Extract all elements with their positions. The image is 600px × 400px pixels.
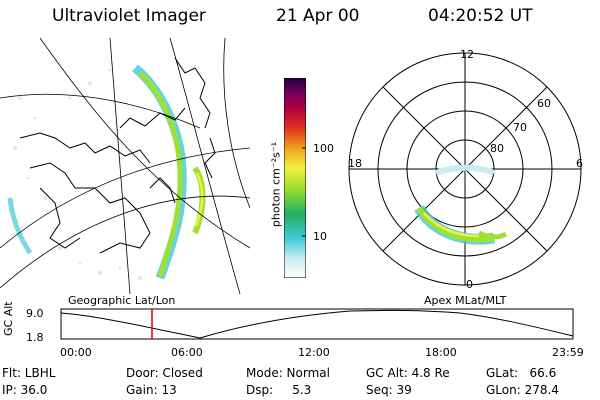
geographic-image-panel xyxy=(0,38,250,294)
orbit-xtick-1800: 18:00 xyxy=(425,346,457,359)
orbit-ytick-1-8: 1.8 xyxy=(26,331,44,344)
mlat-label-70: 70 xyxy=(513,121,527,134)
mlt-label-18: 18 xyxy=(348,157,362,170)
coastlines xyxy=(19,57,216,254)
polar-plot xyxy=(348,52,582,286)
altitude-curve xyxy=(60,309,574,339)
colorbar-unit-label: photon cm⁻²s⁻¹ xyxy=(269,141,283,228)
mlt-label-0: 0 xyxy=(466,278,473,291)
auroral-left-band xyxy=(7,197,33,255)
info-ip: IP: 36.0 xyxy=(2,383,48,397)
orbit-xtick-0000: 00:00 xyxy=(60,346,92,359)
info-seq: Seq: 39 xyxy=(366,383,412,397)
info-glon: GLon: 278.4 xyxy=(486,383,559,397)
date-label: 21 Apr 00 xyxy=(276,6,360,26)
mlat-label-80: 80 xyxy=(490,142,504,155)
colorbar-tick-10: 10 xyxy=(313,230,327,243)
info-filter: Flt: LBHL xyxy=(2,366,56,380)
info-gc-alt: GC Alt: 4.8 Re xyxy=(366,366,450,380)
orbit-altitude-plot xyxy=(60,308,574,340)
apex-caption: Apex MLat/MLT xyxy=(424,294,507,307)
polar-aurora xyxy=(414,164,508,245)
lat-lon-grid xyxy=(0,38,250,294)
orbit-ytick-9: 9.0 xyxy=(26,307,44,320)
info-dsp: Dsp: 5.3 xyxy=(246,383,312,397)
info-door: Door: Closed xyxy=(126,366,203,380)
time-label: 04:20:52 UT xyxy=(428,6,533,26)
colorbar-tick-100: 100 xyxy=(313,142,334,155)
orbit-ylabel: GC Alt xyxy=(2,301,15,336)
info-glat: GLat: 66.6 xyxy=(486,366,557,380)
orbit-xtick-0600: 06:00 xyxy=(171,346,203,359)
orbit-xtick-1200: 12:00 xyxy=(298,346,330,359)
auroral-oval-inner xyxy=(138,71,183,277)
info-mode: Mode: Normal xyxy=(246,366,330,380)
info-gain: Gain: 13 xyxy=(126,383,177,397)
instrument-title: Ultraviolet Imager xyxy=(52,6,206,26)
colorbar xyxy=(284,78,306,278)
mlat-label-60: 60 xyxy=(537,97,551,110)
auroral-bright-core xyxy=(194,172,204,227)
mlt-label-6: 6 xyxy=(576,157,583,170)
mlt-label-12: 12 xyxy=(460,48,474,61)
orbit-xtick-2359: 23:59 xyxy=(552,346,584,359)
geographic-caption: Geographic Lat/Lon xyxy=(68,294,176,307)
auroral-speckle xyxy=(13,68,142,280)
